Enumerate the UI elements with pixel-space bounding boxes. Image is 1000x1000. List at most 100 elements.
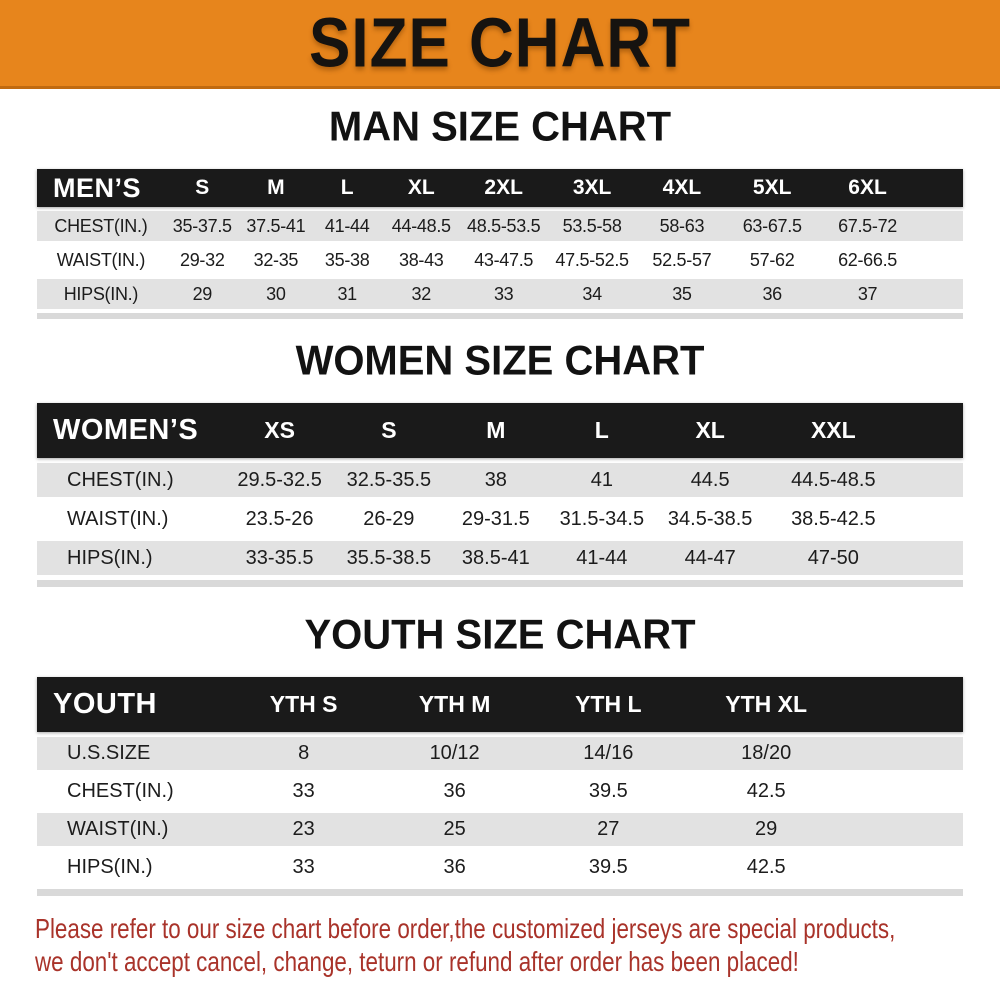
- col-header-m: M: [486, 417, 506, 443]
- size-cell: 33: [292, 780, 315, 802]
- table-bottom-strip: [37, 313, 963, 319]
- size-cell: 18/20: [741, 742, 792, 764]
- size-cell: 34: [582, 283, 602, 304]
- col-header-yth-s: YTH S: [269, 691, 338, 717]
- table-bottom-strip: [37, 889, 963, 896]
- col-header-s: S: [195, 176, 210, 199]
- size-cell: 32: [411, 283, 432, 304]
- size-cell: 41: [590, 468, 613, 491]
- size-cell: 30: [266, 283, 286, 304]
- women-chest-row: CHEST(IN.) 29.5-32.5 32.5-35.5 38 41 44.…: [37, 463, 963, 497]
- youth-size-table: YOUTH YTH S YTH M YTH L YTH XL U.S.SIZE …: [37, 677, 963, 896]
- size-cell: 41-44: [576, 546, 628, 569]
- size-cell: 29.5-32.5: [237, 468, 322, 491]
- disclaimer-line-2: we don't accept cancel, change, teturn o…: [35, 946, 799, 977]
- size-cell: 23.5-26: [245, 507, 314, 530]
- size-cell: 44-48.5: [391, 215, 451, 236]
- size-cell: 58-63: [659, 215, 705, 236]
- size-cell: 38.5-42.5: [791, 507, 876, 530]
- size-cell: 47.5-52.5: [555, 249, 629, 270]
- size-cell: 31.5-34.5: [559, 507, 645, 530]
- col-header-xxl: XXL: [810, 417, 856, 443]
- size-cell: 44-47: [684, 546, 736, 569]
- table-bottom-strip: [37, 580, 963, 587]
- size-cell: 25: [443, 818, 466, 840]
- women-section: WOMEN SIZE CHART WOMEN’S XS S M L XL XXL…: [0, 338, 1000, 587]
- men-hips-row: HIPS(IN.) 29 30 31 32 33 34 35 36 37: [37, 279, 963, 309]
- row-label: CHEST(IN.): [54, 215, 148, 236]
- women-hips-row: HIPS(IN.) 33-35.5 35.5-38.5 38.5-41 41-4…: [37, 541, 963, 575]
- size-cell: 44.5-48.5: [791, 468, 876, 491]
- youth-table-header-row: YOUTH YTH S YTH M YTH L YTH XL: [37, 677, 963, 732]
- disclaimer-line-1: Please refer to our size chart before or…: [35, 913, 896, 944]
- col-header-xl: XL: [695, 417, 725, 443]
- women-table-title: WOMEN’S: [53, 414, 199, 446]
- youth-section: YOUTH SIZE CHART YOUTH YTH S YTH M YTH L…: [0, 612, 1000, 896]
- youth-chest-row: CHEST(IN.) 33 36 39.5 42.5: [37, 775, 963, 808]
- size-cell: 32-35: [253, 249, 299, 270]
- row-label: WAIST(IN.): [67, 818, 169, 840]
- size-cell: 29-31.5: [461, 507, 530, 530]
- size-cell: 33-35.5: [245, 546, 314, 569]
- size-cell: 44.5: [690, 468, 730, 491]
- col-header-yth-m: YTH M: [418, 691, 491, 717]
- col-header-s: S: [381, 417, 397, 443]
- col-header-xs: XS: [264, 417, 295, 443]
- col-header-5xl: 5XL: [752, 176, 792, 199]
- youth-table-title: YOUTH: [53, 688, 157, 720]
- banner-title: SIZE CHART: [309, 4, 691, 82]
- col-header-2xl: 2XL: [484, 176, 523, 199]
- youth-waist-row: WAIST(IN.) 23 25 27 29: [37, 813, 963, 846]
- row-label: WAIST(IN.): [56, 249, 146, 270]
- row-label: CHEST(IN.): [67, 468, 174, 491]
- size-cell: 26-29: [363, 507, 415, 530]
- size-cell: 63-67.5: [742, 215, 802, 236]
- size-cell: 67.5-72: [838, 215, 898, 236]
- col-header-l: L: [340, 176, 354, 199]
- size-cell: 32.5-35.5: [346, 468, 432, 491]
- size-cell: 29: [192, 283, 213, 304]
- size-cell: 33: [292, 856, 315, 878]
- women-size-table: WOMEN’S XS S M L XL XXL CHEST(IN.) 29.5-…: [37, 403, 963, 587]
- row-label: CHEST(IN.): [67, 780, 174, 802]
- size-cell: 36: [443, 856, 466, 878]
- size-cell: 42.5: [746, 780, 786, 802]
- col-header-yth-l: YTH L: [575, 691, 642, 717]
- size-cell: 47-50: [807, 546, 859, 569]
- col-header-6xl: 6XL: [848, 176, 887, 199]
- youth-ussize-row: U.S.SIZE 8 10/12 14/16 18/20: [37, 737, 963, 770]
- youth-hips-row: HIPS(IN.) 33 36 39.5 42.5: [37, 851, 963, 884]
- size-cell: 29-32: [180, 249, 225, 270]
- size-cell: 31: [337, 283, 357, 304]
- size-cell: 14/16: [583, 742, 634, 764]
- row-label: WAIST(IN.): [67, 507, 169, 530]
- men-section: MAN SIZE CHART MEN’S S M L XL 2XL 3XL 4X…: [0, 103, 1000, 319]
- col-header-4xl: 4XL: [662, 176, 702, 199]
- size-cell: 42.5: [746, 856, 786, 878]
- size-cell: 23: [292, 818, 315, 840]
- col-header-m: M: [267, 176, 285, 199]
- size-cell: 38-43: [398, 249, 444, 270]
- col-header-3xl: 3XL: [572, 176, 612, 199]
- men-size-table: MEN’S S M L XL 2XL 3XL 4XL 5XL 6XL CHEST…: [37, 169, 963, 319]
- size-cell: 8: [298, 742, 310, 764]
- col-header-l: L: [594, 417, 609, 443]
- size-cell: 41-44: [324, 215, 370, 236]
- size-cell: 29: [755, 818, 778, 840]
- size-cell: 39.5: [588, 856, 628, 878]
- size-cell: 27: [597, 818, 620, 840]
- row-label: U.S.SIZE: [67, 742, 151, 764]
- size-cell: 33: [493, 283, 514, 304]
- size-cell: 35-38: [324, 249, 370, 270]
- size-cell: 39.5: [588, 780, 628, 802]
- size-cell: 35-37.5: [172, 215, 232, 236]
- size-cell: 57-62: [749, 249, 795, 270]
- size-cell: 38.5-41: [461, 546, 530, 569]
- col-header-yth-xl: YTH XL: [725, 691, 808, 717]
- men-section-heading: MAN SIZE CHART: [328, 103, 672, 151]
- size-cell: 37.5-41: [246, 215, 306, 236]
- men-chest-row: CHEST(IN.) 35-37.5 37.5-41 41-44 44-48.5…: [37, 211, 963, 241]
- size-cell: 35.5-38.5: [346, 546, 432, 569]
- col-header-xl: XL: [407, 176, 435, 199]
- size-cell: 52.5-57: [652, 249, 712, 270]
